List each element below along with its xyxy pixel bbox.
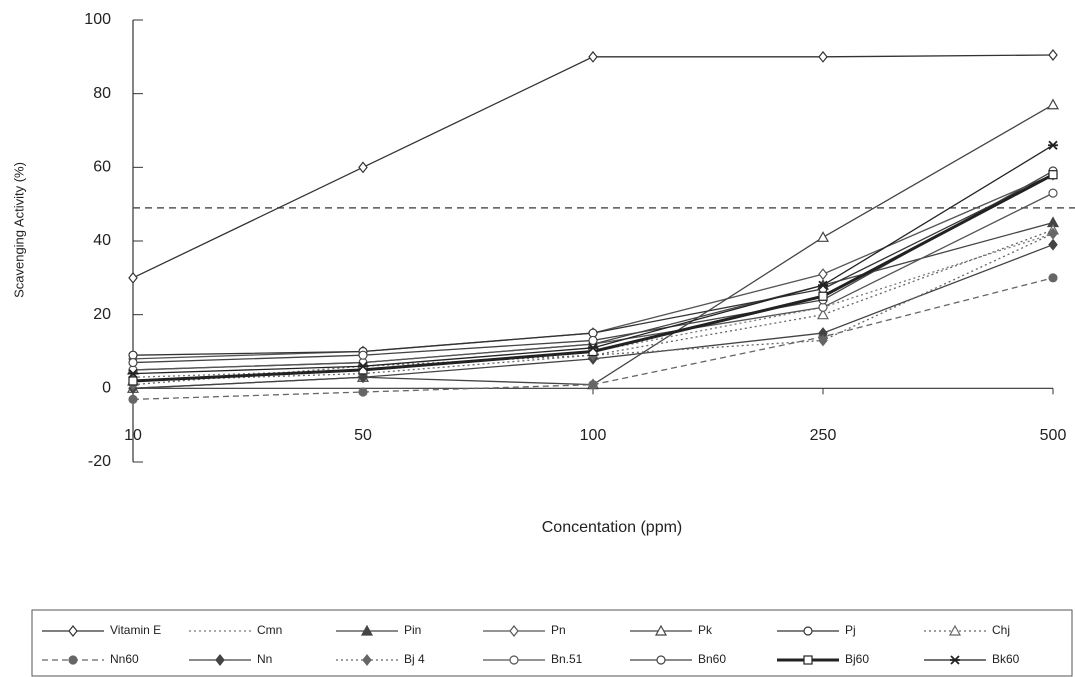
marker xyxy=(819,292,827,300)
x-tick-label: 100 xyxy=(580,427,607,444)
marker xyxy=(216,655,224,665)
marker xyxy=(129,273,137,283)
marker xyxy=(589,336,597,344)
legend-label: Vitamin E xyxy=(110,623,161,637)
legend-label: Bj60 xyxy=(845,652,869,666)
marker xyxy=(950,656,960,664)
marker xyxy=(950,626,960,635)
y-tick-label: 60 xyxy=(93,159,111,176)
marker xyxy=(510,656,518,664)
x-axis-title: Concentation (ppm) xyxy=(542,519,683,536)
x-tick-label: 500 xyxy=(1040,427,1067,444)
legend-label: Bn60 xyxy=(698,652,726,666)
legend-label: Pk xyxy=(698,623,713,637)
marker xyxy=(804,656,812,664)
series-line xyxy=(133,245,1053,389)
marker xyxy=(359,162,367,172)
marker xyxy=(129,377,137,385)
marker xyxy=(657,656,665,664)
legend-label: Pj xyxy=(845,623,856,637)
marker xyxy=(363,655,371,665)
marker xyxy=(69,656,77,664)
chart: Concentation (ppm) Scavenging Activity (… xyxy=(0,0,1075,677)
legend-label: Pn xyxy=(551,623,566,637)
x-tick-label: 250 xyxy=(810,427,837,444)
x-tick-label: 50 xyxy=(354,427,372,444)
y-tick-label: 0 xyxy=(102,380,111,397)
marker xyxy=(589,381,597,389)
legend-label: Nn60 xyxy=(110,652,139,666)
y-tick-label: 100 xyxy=(84,11,111,28)
legend-label: Bk60 xyxy=(992,652,1020,666)
series-line xyxy=(133,55,1053,278)
legend-label: Cmn xyxy=(257,623,282,637)
marker xyxy=(1049,171,1057,179)
marker xyxy=(129,359,137,367)
y-axis-title: Scavenging Activity (%) xyxy=(11,162,26,298)
legend-label: Bj 4 xyxy=(404,652,425,666)
y-tick-label: 20 xyxy=(93,306,111,323)
marker xyxy=(359,388,367,396)
legend-label: Chj xyxy=(992,623,1010,637)
marker xyxy=(129,395,137,403)
marker xyxy=(819,52,827,62)
marker xyxy=(804,627,812,635)
marker xyxy=(1049,240,1057,250)
marker xyxy=(1048,100,1058,109)
marker xyxy=(510,626,518,636)
marker xyxy=(1048,141,1058,149)
marker xyxy=(818,232,828,241)
marker xyxy=(359,351,367,359)
marker xyxy=(69,626,77,636)
legend-label: Bn.51 xyxy=(551,652,583,666)
marker xyxy=(589,52,597,62)
y-tick-label: 80 xyxy=(93,85,111,102)
marker xyxy=(1049,50,1057,60)
marker xyxy=(819,269,827,279)
marker xyxy=(1049,189,1057,197)
legend-label: Nn xyxy=(257,652,272,666)
x-tick-label: 10 xyxy=(124,427,142,444)
marker xyxy=(1049,274,1057,282)
legend-label: Pin xyxy=(404,623,421,637)
y-tick-label: 40 xyxy=(93,232,111,249)
y-tick-label: -20 xyxy=(88,453,111,470)
